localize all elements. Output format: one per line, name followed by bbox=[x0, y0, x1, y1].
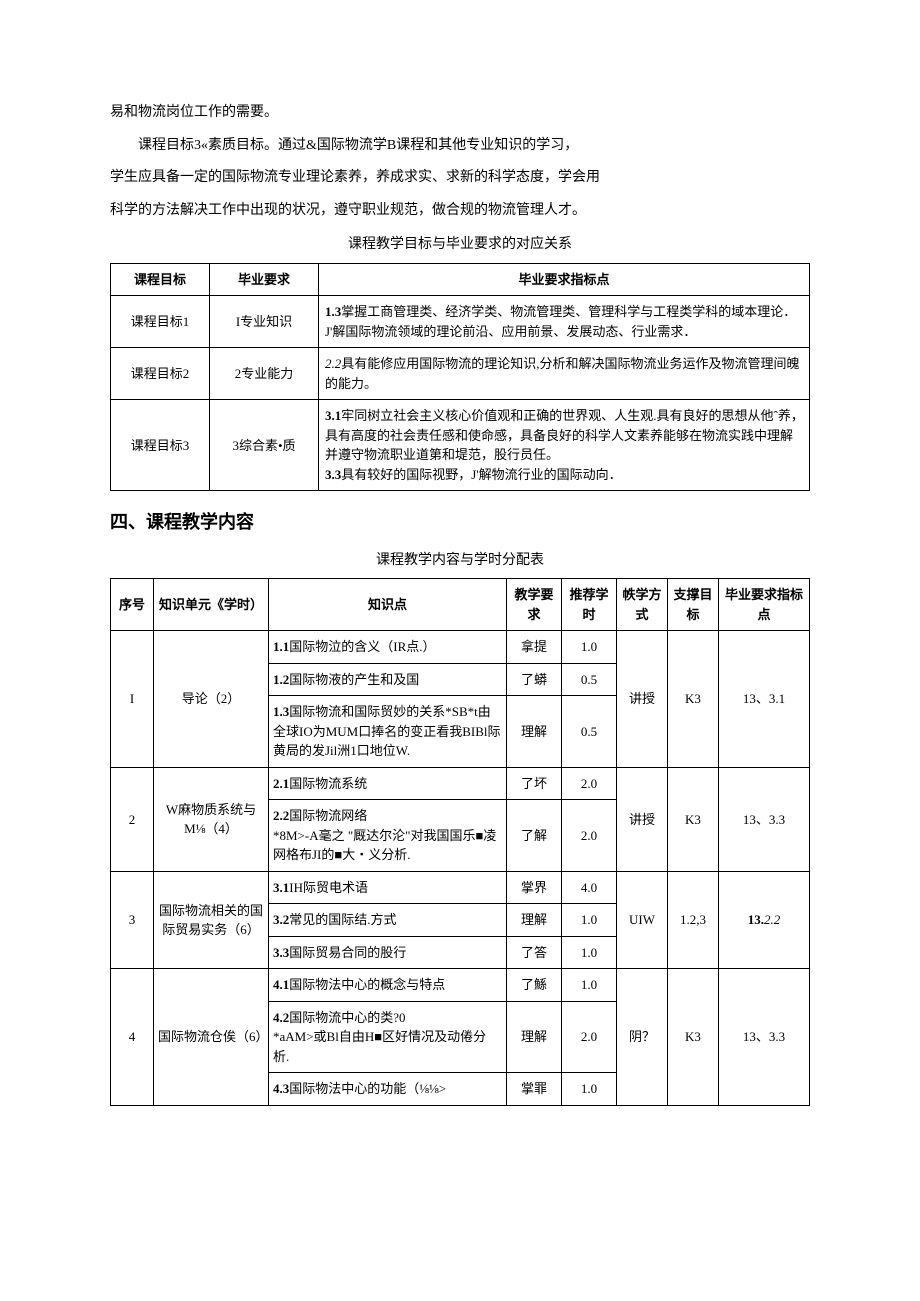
cell-req: 了坏 bbox=[507, 767, 562, 800]
cell-req: 理解 bbox=[507, 904, 562, 937]
cell-hours: 2.0 bbox=[562, 1001, 617, 1073]
cell-point: 4.2国际物流中心的类?0*aAM>或Bl自由H■区好情况及动倦分析. bbox=[269, 1001, 507, 1073]
cell-mode: UIW bbox=[617, 871, 668, 969]
cell-idx: 2 bbox=[111, 767, 154, 871]
cell-indicator: 2.2具有能修应用国际物流的理论知识,分析和解决国际物流业务运作及物流管理间魄的… bbox=[319, 348, 810, 400]
cell-hours: 0.5 bbox=[562, 696, 617, 768]
cell-point: 1.3国际物流和国际贸妙的关系*SB*t由全球IO为MUM口捧名的变正看我BIB… bbox=[269, 696, 507, 768]
cell-indicator: 1.3掌握工商管理类、经济学类、物流管理类、管理科学与工程类学科的域本理论．J'… bbox=[319, 296, 810, 348]
cell-req: 掌界 bbox=[507, 871, 562, 904]
th-unit: 知识单元《学时） bbox=[154, 579, 269, 631]
cell-indicator: 13.2.2 bbox=[719, 871, 810, 969]
cell-unit: 国际物流相关的国际贸易实务（6） bbox=[154, 871, 269, 969]
table-header-row: 序号 知识单元《学时） 知识点 教学要求 推荐学时 帙学方式 支撑目标 毕业要求… bbox=[111, 579, 810, 631]
cell-goal: 课程目标3 bbox=[111, 400, 210, 491]
section-heading: 四、课程教学内容 bbox=[110, 505, 810, 539]
th-hours: 推荐学时 bbox=[562, 579, 617, 631]
cell-hours: 4.0 bbox=[562, 871, 617, 904]
table1-caption: 课程教学目标与毕业要求的对应关系 bbox=[110, 232, 810, 259]
table-goals-requirements: 课程目标 毕业要求 毕业要求指标点 课程目标1 I专业知识 1.3掌握工商管理类… bbox=[110, 263, 810, 492]
cell-goal: K3 bbox=[668, 969, 719, 1106]
th-goal: 支撑目标 bbox=[668, 579, 719, 631]
cell-point: 2.1国际物流系统 bbox=[269, 767, 507, 800]
cell-hours: 0.5 bbox=[562, 663, 617, 696]
cell-mode: 讲授 bbox=[617, 767, 668, 871]
th-indicator: 毕业要求指标点 bbox=[319, 263, 810, 296]
cell-mode: 阴？ bbox=[617, 969, 668, 1106]
table2-caption: 课程教学内容与学时分配表 bbox=[110, 548, 810, 575]
cell-hours: 1.0 bbox=[562, 969, 617, 1002]
cell-hours: 2.0 bbox=[562, 800, 617, 872]
cell-req: 拿提 bbox=[507, 631, 562, 664]
cell-unit: W麻物质系统与M⅛（4） bbox=[154, 767, 269, 871]
cell-point: 3.1IH际贸电术语 bbox=[269, 871, 507, 904]
cell-goal: 1.2,3 bbox=[668, 871, 719, 969]
cell-point: 1.2国际物液的产生和及国 bbox=[269, 663, 507, 696]
th-req: 毕业要求 bbox=[210, 263, 319, 296]
cell-req: 了答 bbox=[507, 936, 562, 969]
cell-idx: 3 bbox=[111, 871, 154, 969]
cell-goal: 课程目标2 bbox=[111, 348, 210, 400]
table-content-hours: 序号 知识单元《学时） 知识点 教学要求 推荐学时 帙学方式 支撑目标 毕业要求… bbox=[110, 578, 810, 1106]
cell-idx: I bbox=[111, 631, 154, 768]
cell-unit: 国际物流仓俟（6） bbox=[154, 969, 269, 1106]
table-row: I 导论（2） 1.1国际物泣的含义（IR点.） 拿提 1.0 讲授 K3 13… bbox=[111, 631, 810, 664]
th-req: 教学要求 bbox=[507, 579, 562, 631]
paragraph: 科学的方法解决工作中出现的状况，遵守职业规范，做合规的物流管理人才。 bbox=[110, 198, 810, 225]
cell-indicator: 13、3.3 bbox=[719, 767, 810, 871]
table-row: 课程目标3 3综合素•质 3.1牢同树立社会主义核心价值观和正确的世界观、人生观… bbox=[111, 400, 810, 491]
cell-hours: 1.0 bbox=[562, 904, 617, 937]
th-idx: 序号 bbox=[111, 579, 154, 631]
cell-hours: 1.0 bbox=[562, 936, 617, 969]
cell-indicator: 13、3.1 bbox=[719, 631, 810, 768]
paragraph: 易和物流岗位工作的需要。 bbox=[110, 100, 810, 127]
cell-req: 理解 bbox=[507, 696, 562, 768]
cell-mode: 讲授 bbox=[617, 631, 668, 768]
cell-hours: 2.0 bbox=[562, 767, 617, 800]
cell-goal: K3 bbox=[668, 631, 719, 768]
cell-req: 掌罪 bbox=[507, 1073, 562, 1106]
cell-goal: 课程目标1 bbox=[111, 296, 210, 348]
cell-point: 4.3国际物法中心的功能（⅛⅛> bbox=[269, 1073, 507, 1106]
cell-goal: K3 bbox=[668, 767, 719, 871]
cell-idx: 4 bbox=[111, 969, 154, 1106]
cell-point: 2.2国际物流网络*8M>-A毫之 "厩达尔沦"对我国国乐■凌网格布JI的■大・… bbox=[269, 800, 507, 872]
cell-unit: 导论（2） bbox=[154, 631, 269, 768]
th-mode: 帙学方式 bbox=[617, 579, 668, 631]
cell-req: 理解 bbox=[507, 1001, 562, 1073]
cell-req: 了鯀 bbox=[507, 969, 562, 1002]
table-row: 2 W麻物质系统与M⅛（4） 2.1国际物流系统 了坏 2.0 讲授 K3 13… bbox=[111, 767, 810, 800]
th-goal: 课程目标 bbox=[111, 263, 210, 296]
table-header-row: 课程目标 毕业要求 毕业要求指标点 bbox=[111, 263, 810, 296]
cell-req: 了解 bbox=[507, 800, 562, 872]
cell-point: 1.1国际物泣的含义（IR点.） bbox=[269, 631, 507, 664]
th-point: 知识点 bbox=[269, 579, 507, 631]
cell-req: 3综合素•质 bbox=[210, 400, 319, 491]
cell-req: 2专业能力 bbox=[210, 348, 319, 400]
cell-indicator: 13、3.3 bbox=[719, 969, 810, 1106]
paragraph: 学生应具备一定的国际物流专业理论素养，养成求实、求新的科学态度，学会用 bbox=[110, 165, 810, 192]
table-row: 课程目标2 2专业能力 2.2具有能修应用国际物流的理论知识,分析和解决国际物流… bbox=[111, 348, 810, 400]
table-row: 课程目标1 I专业知识 1.3掌握工商管理类、经济学类、物流管理类、管理科学与工… bbox=[111, 296, 810, 348]
cell-indicator: 3.1牢同树立社会主义核心价值观和正确的世界观、人生观.具有良好的思想从他ˆ养，… bbox=[319, 400, 810, 491]
table-row: 4 国际物流仓俟（6） 4.1国际物法中心的概念与特点 了鯀 1.0 阴？ K3… bbox=[111, 969, 810, 1002]
table-row: 3 国际物流相关的国际贸易实务（6） 3.1IH际贸电术语 掌界 4.0 UIW… bbox=[111, 871, 810, 904]
cell-hours: 1.0 bbox=[562, 1073, 617, 1106]
cell-point: 3.2常见的国际结.方式 bbox=[269, 904, 507, 937]
cell-hours: 1.0 bbox=[562, 631, 617, 664]
cell-req: 了蟒 bbox=[507, 663, 562, 696]
cell-req: I专业知识 bbox=[210, 296, 319, 348]
paragraph: 课程目标3«素质目标。通过&国际物流学B课程和其他专业知识的学习， bbox=[110, 133, 810, 160]
cell-point: 3.3国际贸易合同的股行 bbox=[269, 936, 507, 969]
th-indicator: 毕业要求指标点 bbox=[719, 579, 810, 631]
cell-point: 4.1国际物法中心的概念与特点 bbox=[269, 969, 507, 1002]
